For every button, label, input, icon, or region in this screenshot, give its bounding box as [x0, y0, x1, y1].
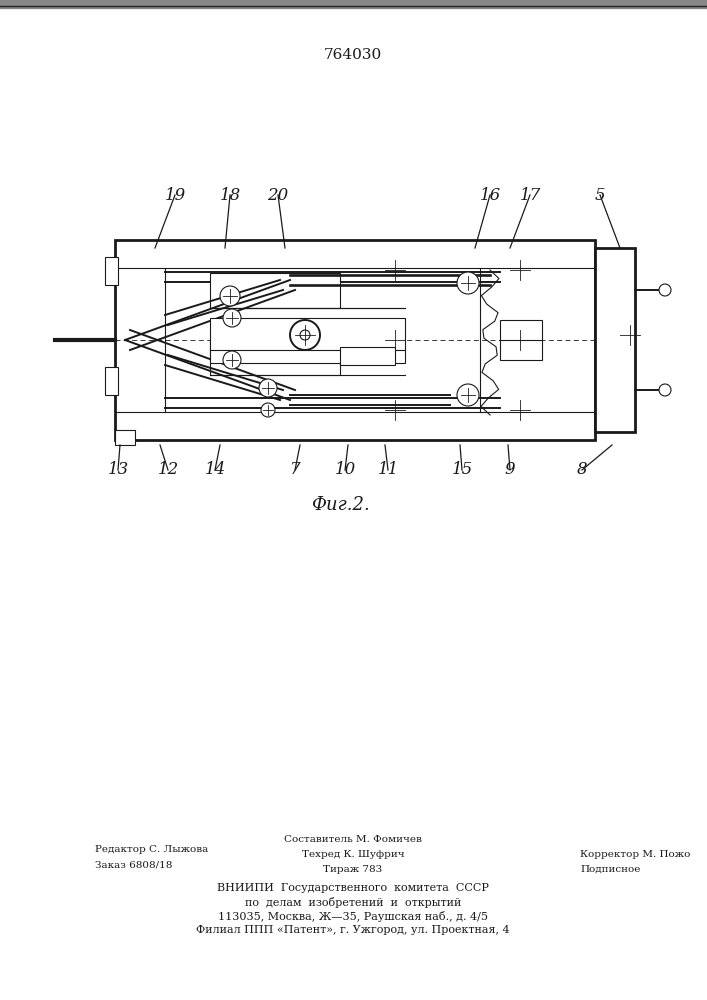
- Text: Редактор С. Лыжова: Редактор С. Лыжова: [95, 845, 209, 854]
- Circle shape: [659, 284, 671, 296]
- Text: 12: 12: [158, 462, 179, 479]
- Bar: [595, 248, 635, 432]
- Circle shape: [220, 286, 240, 306]
- Text: Тираж 783: Тираж 783: [323, 865, 382, 874]
- Bar: [105, 367, 118, 395]
- Text: 11: 11: [378, 462, 399, 479]
- Text: 7: 7: [290, 462, 300, 479]
- Bar: [0, 0, 707, 8]
- Text: 764030: 764030: [324, 48, 382, 62]
- Bar: [210, 318, 405, 363]
- Circle shape: [300, 330, 310, 340]
- Bar: [500, 320, 542, 360]
- Text: Заказ 6808/18: Заказ 6808/18: [95, 860, 173, 869]
- Bar: [115, 240, 595, 440]
- Text: 10: 10: [334, 462, 356, 479]
- Text: Составитель М. Фомичев: Составитель М. Фомичев: [284, 835, 422, 844]
- Circle shape: [261, 403, 275, 417]
- Text: по  делам  изобретений  и  открытий: по делам изобретений и открытий: [245, 897, 461, 908]
- Text: Филиал ППП «Патент», г. Ужгород, ул. Проектная, 4: Филиал ППП «Патент», г. Ужгород, ул. Про…: [196, 925, 510, 935]
- Text: 14: 14: [204, 462, 226, 479]
- Bar: [210, 340, 340, 375]
- Circle shape: [259, 379, 277, 397]
- Text: 18: 18: [219, 186, 240, 204]
- Circle shape: [290, 320, 320, 350]
- Text: 16: 16: [479, 186, 501, 204]
- Text: 9: 9: [505, 462, 515, 479]
- Circle shape: [223, 351, 241, 369]
- Text: Подписное: Подписное: [580, 865, 641, 874]
- Circle shape: [457, 272, 479, 294]
- Text: 8: 8: [577, 462, 588, 479]
- Text: ВНИИПИ  Государственного  комитета  СССР: ВНИИПИ Государственного комитета СССР: [217, 883, 489, 893]
- Text: 20: 20: [267, 186, 288, 204]
- Text: 19: 19: [164, 186, 186, 204]
- Text: Фиг.2.: Фиг.2.: [310, 496, 369, 514]
- Circle shape: [659, 384, 671, 396]
- Text: 17: 17: [520, 186, 541, 204]
- Bar: [115, 430, 135, 445]
- Text: 113035, Москва, Ж—35, Раушская наб., д. 4/5: 113035, Москва, Ж—35, Раушская наб., д. …: [218, 911, 488, 922]
- Text: Корректор М. Пожо: Корректор М. Пожо: [580, 850, 690, 859]
- Circle shape: [223, 309, 241, 327]
- Bar: [105, 257, 118, 285]
- Text: 5: 5: [595, 186, 605, 204]
- Text: Техред К. Шуфрич: Техред К. Шуфрич: [302, 850, 404, 859]
- Bar: [210, 273, 340, 308]
- Bar: [340, 347, 395, 365]
- Text: 15: 15: [451, 462, 472, 479]
- Circle shape: [457, 384, 479, 406]
- Text: 13: 13: [107, 462, 129, 479]
